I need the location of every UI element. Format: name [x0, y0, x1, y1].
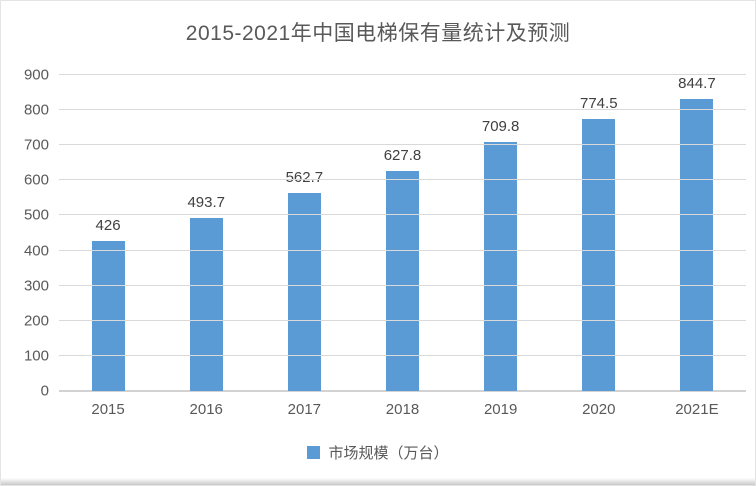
- bar-slot-2017: 562.7: [255, 75, 353, 391]
- gridline-400: [59, 249, 746, 251]
- x-tick-label-2015: 2015: [91, 401, 125, 418]
- gridline-500: [59, 214, 746, 216]
- x-tick-label-2021E: 2021E: [675, 401, 719, 418]
- bar-2018: [385, 170, 419, 391]
- bar-slot-2020: 774.5: [550, 75, 648, 391]
- bar-value-label-2016: 493.7: [187, 193, 225, 211]
- bar-slot-2021E: 844.7: [648, 75, 746, 391]
- x-axis-line: [59, 390, 746, 392]
- bar-slot-2019: 709.8: [452, 75, 550, 391]
- bar-value-label-2015: 426: [95, 217, 121, 235]
- bar-slot-2016: 493.7: [157, 75, 255, 391]
- bar-value-label-2017: 562.7: [285, 169, 324, 187]
- y-tick-label-600: 600: [23, 171, 49, 189]
- y-tick-label-100: 100: [23, 347, 49, 365]
- bar-2016: [189, 217, 223, 391]
- gridline-200: [59, 319, 746, 321]
- bars-container: 426 493.7 562.7 627.8 709.8 774.5 844.7: [59, 75, 746, 391]
- y-tick-label-700: 700: [23, 136, 49, 154]
- y-tick-label-200: 200: [23, 312, 49, 330]
- gridline-900: [59, 74, 746, 75]
- bar-2017: [287, 193, 321, 391]
- x-tick-label-2018: 2018: [385, 401, 420, 418]
- chart-title: 2015-2021年中国电梯保有量统计及预测: [185, 22, 571, 45]
- y-tick-label-400: 400: [23, 242, 49, 260]
- y-tick-label-800: 800: [23, 101, 49, 119]
- bar-value-label-2019: 709.8: [481, 117, 520, 135]
- x-tick-label-2017: 2017: [287, 401, 322, 418]
- y-tick-label-500: 500: [23, 206, 49, 224]
- plot-area: 426 493.7 562.7 627.8 709.8 774.5 844.7 0 100 20…: [24, 67, 746, 400]
- bar-2015: [91, 241, 125, 391]
- bar-slot-2015: 426: [59, 75, 157, 391]
- bar-2020: [582, 119, 616, 391]
- bar-value-label-2021E: 844.7: [678, 75, 716, 92]
- gridline-800: [59, 109, 746, 111]
- legend-label: 市场规模（万台）: [328, 445, 449, 462]
- x-tick-label-2016: 2016: [189, 401, 223, 418]
- gridline-300: [59, 284, 746, 286]
- bar-slot-2018: 627.8: [353, 75, 451, 391]
- gridline-600: [59, 179, 746, 181]
- gridline-700: [59, 144, 746, 146]
- y-tick-label-900: 900: [23, 66, 49, 84]
- gridline-100: [59, 354, 746, 356]
- x-axis-labels: 2015 2016 2017 2018 2019 2020 2021E: [59, 401, 746, 418]
- bottom-shadow: [1, 478, 755, 485]
- y-tick-label-0: 0: [40, 382, 49, 400]
- bar-2019: [484, 141, 518, 391]
- x-tick-label-2019: 2019: [483, 401, 518, 418]
- legend: 市场规模（万台）: [1, 442, 755, 463]
- y-tick-label-300: 300: [23, 277, 49, 295]
- legend-swatch-icon: [307, 446, 321, 459]
- bar-2021E: [680, 99, 714, 391]
- bar-value-label-2020: 774.5: [580, 95, 618, 113]
- x-tick-label-2020: 2020: [582, 401, 616, 418]
- bar-value-label-2018: 627.8: [383, 146, 422, 164]
